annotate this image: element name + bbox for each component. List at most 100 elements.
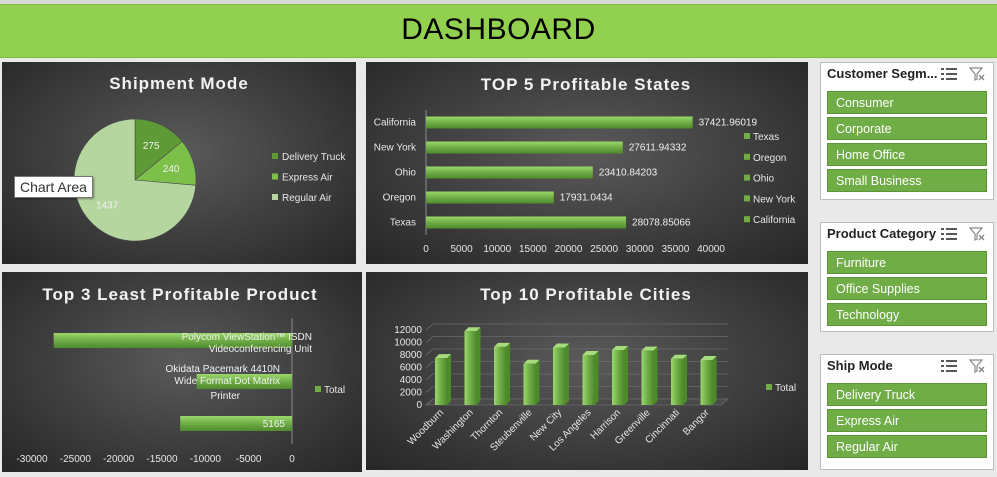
- data-label: 23410.84203: [599, 168, 658, 179]
- bar-new-york: [426, 141, 623, 154]
- y-tick-label: California: [374, 118, 417, 129]
- y-tick-label: 8000: [400, 350, 423, 361]
- bar-oregon: [426, 191, 554, 204]
- column-bangor: [700, 360, 713, 405]
- pie-data-label: 1437: [96, 201, 119, 212]
- y-tick-label: Wide Format Dot Matrix: [174, 376, 280, 387]
- column-side-bangor: [712, 356, 717, 405]
- x-tick-label: -15000: [146, 454, 178, 465]
- x-tick-label: -5000: [236, 454, 262, 465]
- x-tick-label: -10000: [190, 454, 222, 465]
- column-greenville: [641, 350, 654, 405]
- slicer-item-delivery-truck[interactable]: Delivery Truck: [827, 383, 987, 406]
- legend-marker: [744, 153, 750, 160]
- customer-segment-slicer: Customer Segm... Consumer Corporate Home O…: [820, 62, 994, 200]
- clear-filter-icon[interactable]: [969, 67, 985, 81]
- y-tick-label: Ohio: [395, 168, 417, 179]
- y-tick-label: Okidata Pacemark 4410N: [165, 364, 280, 375]
- data-label: 37421.96019: [699, 118, 758, 129]
- chart-area-tooltip: Chart Area: [14, 176, 93, 198]
- slicer-title: Customer Segm...: [827, 66, 937, 81]
- legend-marker: [744, 133, 750, 139]
- slicer-items: Consumer Corporate Home Office Small Busine…: [827, 91, 987, 195]
- column-top-woodburn: [435, 354, 451, 359]
- legend-item: New York: [753, 194, 796, 205]
- y-tick-label: Videoconferencing Unit: [209, 344, 312, 355]
- column-woodburn: [435, 358, 447, 405]
- x-tick-label: 0: [423, 244, 429, 255]
- legend-marker: [744, 216, 750, 223]
- slicer-item-furniture[interactable]: Furniture: [827, 251, 987, 274]
- column-side-steubenville: [535, 359, 540, 405]
- legend-marker: [766, 384, 772, 390]
- legend-item: Regular Air: [282, 193, 332, 204]
- column-top-bangor: [700, 356, 717, 360]
- clear-filter-icon[interactable]: [969, 227, 985, 241]
- data-label: 28078.85066: [632, 218, 691, 229]
- column-harrison: [612, 350, 624, 405]
- column-top-los-angeles: [582, 351, 599, 355]
- x-tick-label: 40000: [697, 244, 725, 255]
- slicer-items: Furniture Office Supplies Technology: [827, 251, 987, 329]
- column-top-greenville: [641, 346, 658, 351]
- y-tick-label: 0: [416, 400, 422, 411]
- legend-item: Oregon: [753, 153, 786, 164]
- top-5-profitable-states-chart[interactable]: TOP 5 Profitable States California 37421.9…: [366, 62, 808, 264]
- slicer-title: Product Category: [827, 226, 937, 241]
- y-tick-label: 12000: [394, 325, 422, 336]
- slicer-item-small-business[interactable]: Small Business: [827, 169, 987, 192]
- gridline-side: [425, 348, 434, 356]
- y-tick-label: New York: [374, 143, 417, 154]
- legend-item: Delivery Truck: [282, 152, 346, 163]
- bar-texas: [426, 216, 627, 229]
- top-10-profitable-cities-chart[interactable]: Top 10 Profitable Cities 0 2000 4000 6000 800…: [366, 272, 808, 470]
- column-side-thornton: [506, 342, 510, 405]
- multi-select-icon[interactable]: [941, 227, 957, 241]
- slicer-item-regular-air[interactable]: Regular Air: [827, 435, 987, 458]
- bar-product-1: [53, 333, 292, 348]
- shipment-mode-chart[interactable]: Shipment Mode 275 240 1437 Delivery Truck Exp…: [2, 62, 356, 264]
- slicer-items: Delivery Truck Express Air Regular Air: [827, 383, 987, 461]
- column-side-new-city: [565, 343, 569, 405]
- column-side-greenville: [653, 346, 658, 405]
- column-top-cincinnati: [671, 354, 687, 359]
- y-tick-label: 4000: [400, 375, 423, 386]
- slicer-item-consumer[interactable]: Consumer: [827, 91, 987, 114]
- slicer-item-corporate[interactable]: Corporate: [827, 117, 987, 140]
- column-top-steubenville: [523, 359, 540, 364]
- gridline-side: [425, 336, 434, 343]
- slicer-item-office-supplies[interactable]: Office Supplies: [827, 277, 987, 300]
- y-tick-label: Printer: [211, 391, 241, 402]
- multi-select-icon[interactable]: [941, 67, 957, 81]
- data-label: 17931.0434: [560, 193, 613, 204]
- x-tick-label: 15000: [519, 244, 547, 255]
- data-label: 5165: [263, 419, 286, 430]
- slicer-header: Ship Mode: [821, 355, 993, 377]
- column-thornton: [494, 346, 506, 405]
- bar-ohio: [426, 166, 593, 179]
- chart-title: TOP 5 Profitable States: [481, 75, 691, 94]
- chart-title: Shipment Mode: [109, 74, 249, 93]
- least-profitable-product-chart[interactable]: Top 3 Least Profitable Product Polycom Vi…: [2, 272, 362, 472]
- legend-marker: [744, 174, 750, 181]
- legend-marker: [272, 153, 278, 159]
- column-side-woodburn: [447, 354, 451, 405]
- column-steubenville: [523, 363, 536, 405]
- clear-filter-icon[interactable]: [969, 359, 985, 373]
- column-side-harrison: [624, 346, 628, 405]
- bar-california: [426, 116, 693, 129]
- data-label: 27611.94332: [629, 143, 687, 154]
- slicer-item-technology[interactable]: Technology: [827, 303, 987, 326]
- legend-marker: [272, 194, 278, 200]
- slicer-item-express-air[interactable]: Express Air: [827, 409, 987, 432]
- legend-item: California: [753, 215, 796, 226]
- slicer-item-home-office[interactable]: Home Office: [827, 143, 987, 166]
- y-tick-label: 6000: [400, 363, 423, 374]
- x-tick-label: 25000: [590, 244, 618, 255]
- y-tick-label: Polycom ViewStation™ ISDN: [182, 332, 312, 343]
- y-tick-label: 2000: [400, 388, 423, 399]
- column-side-washington: [476, 327, 481, 405]
- multi-select-icon[interactable]: [941, 359, 957, 373]
- legend-item: Express Air: [282, 173, 333, 184]
- x-tick-label: 20000: [555, 244, 583, 255]
